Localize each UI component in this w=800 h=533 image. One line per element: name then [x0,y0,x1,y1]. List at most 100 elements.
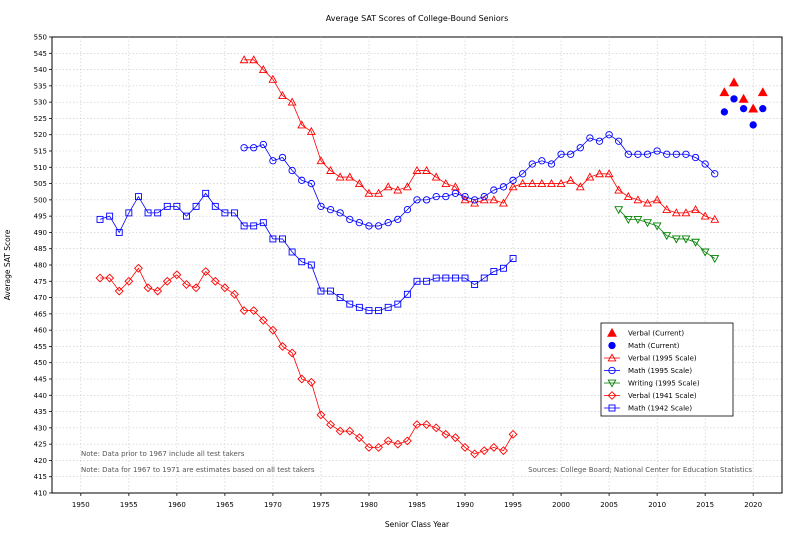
legend-item-math-1942-scale: Math (1942 Scale) [604,405,692,413]
data-point-verbal-1995-scale [585,172,595,181]
data-point-verbal-1995-scale [345,172,355,181]
y-tick-label: 440 [34,392,47,400]
legend: Verbal (Current) Math (Current) Verbal (19… [600,322,734,417]
data-point-verbal-1995-scale [498,198,508,207]
data-point-verbal-1995-scale [422,165,432,174]
data-point-math-current [720,108,729,116]
data-point-math-1942-scale [384,303,392,311]
data-point-verbal-1995-scale [287,97,297,106]
data-point-math-1942-scale [346,300,354,308]
data-point-math-1942-scale [317,287,325,295]
data-point-verbal-1941-scale [508,429,518,439]
y-tick-label: 540 [34,66,47,74]
data-point-math-1942-scale [125,209,133,217]
series-line-writing-1995-scale [618,209,715,259]
data-point-math-1995-scale [586,134,594,142]
series-math-1995-scale [240,131,719,230]
y-tick-label: 490 [34,229,47,237]
data-point-verbal-1941-scale [306,377,316,387]
y-tick-label: 465 [34,310,47,318]
data-point-math-1995-scale [605,131,613,139]
data-point-writing-1995-scale [652,222,662,231]
x-tick-label: 1955 [120,501,138,509]
data-point-verbal-1941-scale [134,263,143,273]
data-point-verbal-current [757,87,768,97]
y-tick-label: 530 [34,99,47,107]
data-point-verbal-1995-scale [402,182,412,191]
data-point-math-1995-scale [634,150,642,158]
y-tick-label: 420 [34,457,47,465]
data-point-math-1995-scale [250,144,258,152]
data-point-math-1995-scale [451,189,460,197]
data-point-math-1995-scale [624,150,632,158]
data-point-math-1995-scale [653,147,661,155]
data-point-verbal-1995-scale [489,195,499,204]
legend-item-verbal-current: Verbal (Current) [607,327,684,338]
data-point-verbal-1995-scale [431,172,441,181]
data-point-math-1942-scale [240,222,248,230]
legend-marker [608,404,616,412]
y-tick-label: 485 [34,245,47,253]
data-point-verbal-1941-scale [191,283,201,293]
data-point-math-1942-scale [134,193,142,201]
data-point-verbal-1995-scale [681,208,691,217]
data-point-verbal-1941-scale [297,374,307,384]
data-point-verbal-1995-scale [643,198,652,207]
data-point-math-1995-scale [413,196,421,204]
data-point-writing-1995-scale [681,235,691,244]
data-point-math-1942-scale [480,274,488,282]
data-point-math-1995-scale [499,183,508,191]
data-point-math-1942-scale [202,189,210,197]
data-point-verbal-1941-scale [153,286,163,296]
data-point-math-1942-scale [173,202,181,210]
y-tick-label: 545 [34,50,47,58]
y-tick-label: 470 [34,294,47,302]
data-point-writing-1995-scale [671,235,681,244]
y-tick-label: 535 [34,82,47,90]
data-point-verbal-1995-scale [547,178,556,187]
legend-label: Writing (1995 Scale) [628,380,700,388]
data-point-verbal-1941-scale [499,446,508,456]
legend-label: Verbal (1995 Scale) [628,355,697,363]
data-point-verbal-current [729,77,739,87]
data-point-verbal-1995-scale [306,126,316,135]
data-point-math-1942-scale [451,274,459,282]
x-tick-label: 1970 [264,501,282,509]
data-point-writing-1995-scale [643,219,652,228]
data-point-math-1995-scale [490,186,498,194]
data-point-math-1942-scale [336,294,344,302]
data-point-math-1995-scale [355,219,364,227]
data-point-math-1942-scale [231,209,238,217]
legend-item-verbal-1995-scale: Verbal (1995 Scale) [604,353,697,363]
data-point-verbal-1941-scale [143,283,153,293]
data-point-verbal-1941-scale [239,306,249,316]
y-tick-label: 425 [34,441,47,449]
y-tick-label: 455 [34,343,47,351]
data-point-verbal-1995-scale [441,178,451,187]
data-point-math-1942-scale [327,287,335,295]
data-point-math-1942-scale [183,212,190,220]
data-point-verbal-1941-scale [172,270,182,280]
x-tick-label: 2015 [696,501,714,509]
x-tick-label: 1975 [312,501,330,509]
data-point-verbal-1995-scale [556,178,566,187]
data-point-verbal-1995-scale [671,208,681,217]
data-point-verbal-1995-scale [566,175,576,184]
data-point-math-1942-scale [490,268,498,275]
data-point-math-1995-scale [307,179,315,188]
data-point-verbal-1995-scale [537,178,547,187]
data-point-verbal-1941-scale [479,446,489,456]
data-point-math-1942-scale [279,235,286,243]
data-point-math-1995-scale [288,166,296,175]
data-point-math-1995-scale [711,170,719,178]
data-point-writing-1995-scale [700,248,710,257]
data-point-verbal-1995-scale [652,195,662,204]
y-tick-label: 475 [34,278,47,286]
data-point-math-1942-scale [442,274,450,282]
y-tick-label: 550 [34,34,47,42]
data-point-verbal-1941-scale [326,420,335,430]
data-point-math-1942-scale [288,248,296,256]
data-point-math-1942-scale [355,303,363,311]
data-point-writing-1995-scale [710,255,720,264]
data-point-verbal-1995-scale [335,172,345,181]
